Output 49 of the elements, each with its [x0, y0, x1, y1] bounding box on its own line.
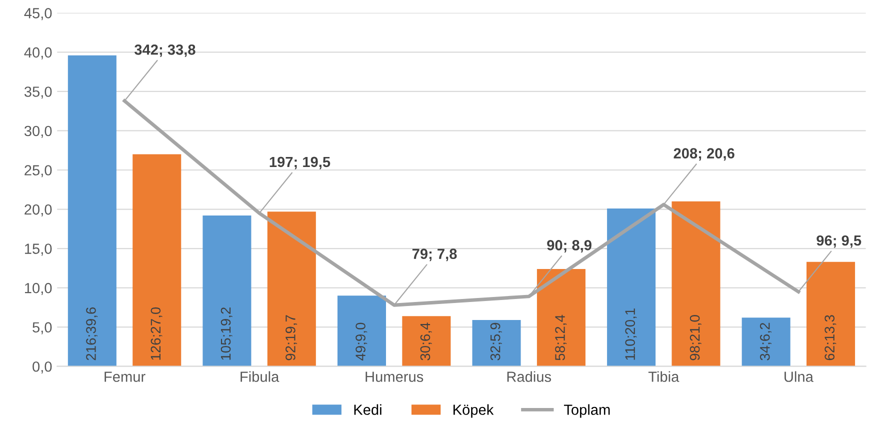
y-tick-label: 25,0	[24, 165, 52, 178]
legend-label: Toplam	[564, 404, 610, 418]
data-label: 208; 20,6	[674, 148, 734, 161]
data-label: 197; 19,5	[270, 156, 330, 170]
x-tick-label: Humerus	[366, 372, 424, 382]
data-label: 110;20,1	[625, 308, 637, 360]
x-tick-label: Fibula	[240, 371, 280, 382]
bar	[267, 212, 316, 366]
data-label: 79; 7,8	[412, 248, 457, 262]
legend-label: Kedi	[354, 404, 382, 415]
data-label: 216;39,6	[86, 307, 98, 360]
data-label: 96; 9,5	[816, 235, 862, 248]
bar	[806, 262, 856, 366]
y-tick-label: 40,0	[24, 47, 52, 60]
bar	[742, 318, 790, 366]
data-label: 49;9,0	[356, 322, 368, 361]
y-tick-label: 20,0	[24, 204, 52, 216]
x-tick-label: Ulna	[784, 371, 814, 382]
data-label: 92;19,7	[286, 315, 298, 360]
bar	[402, 316, 451, 366]
data-label: 105;19,2	[220, 307, 232, 360]
data-label: 342; 33,8	[134, 44, 196, 57]
data-label: 98;21,0	[690, 315, 702, 360]
y-tick-label: 45,0	[24, 8, 52, 20]
bar	[472, 320, 521, 366]
data-label: 58;12,4	[555, 314, 567, 360]
y-tick-label: 35,0	[24, 86, 52, 99]
x-tick-label: Tibia	[648, 371, 680, 382]
x-tick-label: Femur	[104, 372, 146, 382]
bar	[337, 296, 386, 366]
y-tick-label: 10,0	[25, 282, 52, 295]
bar	[536, 268, 586, 366]
x-tick-label: Radius	[507, 371, 552, 382]
y-tick-label: 5,0	[32, 322, 52, 334]
y-tick-label: 0,0	[32, 361, 52, 374]
y-tick-label: 30,0	[24, 126, 52, 138]
data-label: 126;27,0	[150, 307, 162, 360]
bar	[202, 216, 252, 366]
y-tick-label: 15,0	[25, 244, 52, 256]
bar	[68, 55, 116, 366]
data-label: 30;6,4	[420, 322, 432, 360]
bar	[672, 201, 720, 366]
data-label: 90; 8,9	[547, 240, 592, 252]
bar	[132, 154, 182, 366]
data-label: 32;5,9	[490, 322, 502, 360]
bar	[607, 208, 656, 366]
data-label: 62;13,3	[824, 315, 836, 360]
data-label: 34;6,2	[760, 322, 772, 360]
legend-label: Köpek	[454, 404, 494, 418]
